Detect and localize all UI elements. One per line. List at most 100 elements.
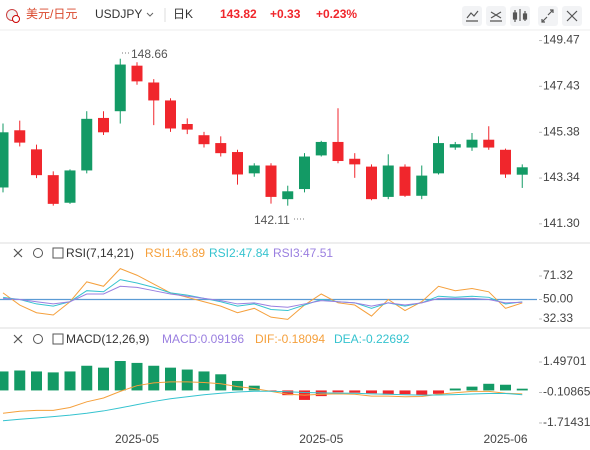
- close-icon[interactable]: [13, 248, 23, 258]
- histogram-bar: [64, 371, 76, 391]
- candle-body: [81, 118, 93, 171]
- macd-header: MACD(12,26,9) MACD:0.09196 DIF:-0.18094 …: [13, 332, 410, 346]
- y-tick-label: 32.33: [543, 311, 573, 325]
- pair-name[interactable]: 美元/日元: [26, 7, 77, 21]
- candle-body: [299, 156, 310, 190]
- candle-body: [198, 135, 210, 145]
- histogram-bar: [516, 388, 528, 391]
- histogram-bar: [148, 365, 160, 391]
- candle-body: [282, 191, 294, 200]
- y-tick-label: 50.00: [543, 292, 573, 306]
- candle-body: [14, 130, 26, 143]
- fullscreen-button[interactable]: [538, 6, 558, 26]
- candle-body: [399, 166, 411, 196]
- candle-body: [64, 170, 76, 203]
- y-tick-label: 71.32: [543, 268, 573, 282]
- candle-body: [31, 149, 42, 176]
- draw-button[interactable]: [486, 6, 506, 26]
- annotation: 142.11: [254, 213, 290, 227]
- histogram-bar: [332, 390, 344, 393]
- candle-body: [433, 143, 444, 174]
- rsi-header: RSI(7,14,21) RSI1:46.89 RSI2:47.84 RSI3:…: [13, 246, 333, 260]
- rsi-title: RSI(7,14,21): [66, 246, 134, 260]
- histogram-bar: [215, 374, 227, 391]
- legend-entry: RSI1:46.89: [145, 246, 205, 260]
- candle-body: [232, 152, 243, 175]
- histogram-bar: [232, 380, 243, 391]
- candle-body: [315, 141, 327, 156]
- header: 美元/日元 USDJPY 日K 143.82 +0.33 +0.23%: [6, 6, 582, 26]
- candle-body: [148, 82, 160, 101]
- series-line: [2, 381, 523, 414]
- histogram-bar: [181, 369, 193, 391]
- flag-icon: [12, 15, 20, 23]
- histogram-bar: [433, 390, 444, 394]
- candle-body: [516, 167, 528, 175]
- x-tick-label: 2025-06: [483, 432, 527, 446]
- histogram-bar: [47, 372, 59, 391]
- annotation: 148.66: [131, 47, 168, 61]
- indicator-icon: [52, 247, 64, 259]
- series-line: [2, 390, 523, 422]
- y-tick-label: 149.47: [543, 33, 580, 47]
- histogram-bar: [98, 367, 109, 391]
- x-tick-label: 2025-05: [115, 432, 159, 446]
- y-tick-label: -0.10865: [543, 385, 590, 399]
- candle-body: [114, 64, 126, 112]
- candle-body: [248, 165, 260, 174]
- candle-body: [483, 139, 495, 148]
- legend-entry: RSI3:47.51: [273, 246, 333, 260]
- histogram-bar: [282, 390, 294, 396]
- y-tick-label: -1.71431: [543, 415, 590, 429]
- settings-icon[interactable]: [33, 334, 43, 344]
- legend-entry: MACD:0.09196: [162, 332, 244, 346]
- candle-body: [349, 158, 361, 165]
- candle-body: [98, 117, 109, 133]
- histogram-bar: [0, 371, 9, 391]
- candle-body: [181, 123, 193, 130]
- legend-entry: DEA:-0.22692: [334, 332, 410, 346]
- series-line: [2, 279, 523, 312]
- change: +0.33: [270, 7, 301, 21]
- x-tick-label: 2025-05: [299, 432, 343, 446]
- indicator-icon: [52, 333, 64, 345]
- candle-body: [416, 175, 428, 196]
- series-line: [2, 268, 523, 320]
- close-button[interactable]: [562, 6, 582, 26]
- histogram-bar: [165, 367, 176, 391]
- indicator-button[interactable]: [462, 6, 482, 26]
- y-tick-label: 147.43: [543, 78, 580, 92]
- type-button[interactable]: [510, 6, 530, 26]
- y-tick-label: 143.34: [543, 170, 580, 184]
- histogram-bar: [449, 388, 461, 391]
- y-tick-label: 141.30: [543, 216, 580, 230]
- histogram-bar: [14, 370, 26, 391]
- y-tick-label: 1.49701: [543, 354, 587, 368]
- candle-body: [466, 139, 478, 148]
- candle-body: [265, 165, 277, 197]
- candle-body: [500, 149, 511, 175]
- settings-icon[interactable]: [33, 248, 43, 258]
- legend-entry: DIF:-0.18094: [255, 332, 325, 346]
- change-pct: +0.23%: [316, 7, 357, 21]
- histogram-bar: [114, 361, 126, 391]
- histogram-bar: [198, 371, 210, 391]
- symbol[interactable]: USDJPY: [95, 7, 142, 21]
- price: 143.82: [220, 7, 257, 21]
- dropdown-icon[interactable]: [146, 12, 154, 17]
- histogram-bar: [399, 390, 411, 395]
- histogram-bar: [416, 390, 428, 396]
- candle-body: [449, 144, 461, 148]
- legend-entry: RSI2:47.84: [209, 246, 269, 260]
- histogram-bar: [366, 390, 377, 394]
- candle-body: [332, 141, 344, 162]
- close-icon[interactable]: [13, 334, 23, 344]
- histogram-bar: [466, 386, 478, 391]
- candle-body: [382, 165, 394, 197]
- candle-body: [215, 143, 227, 154]
- histogram-bar: [131, 362, 143, 391]
- histogram-bar: [500, 384, 511, 391]
- period[interactable]: 日K: [173, 7, 193, 21]
- histogram-bar: [349, 390, 361, 393]
